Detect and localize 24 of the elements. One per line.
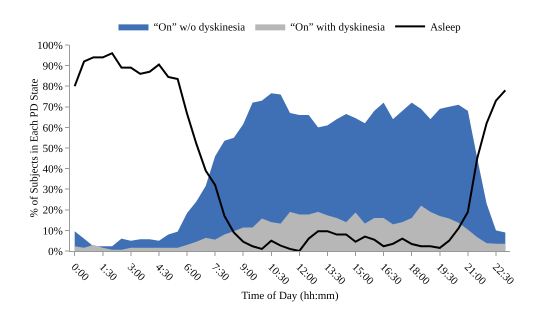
y-tick-label: 10%	[42, 225, 63, 238]
y-tick-label: 80%	[42, 81, 63, 94]
y-tick-label: 70%	[42, 102, 63, 114]
y-tick-label: 60%	[42, 122, 63, 134]
y-tick-label: 0%	[48, 246, 63, 258]
y-tick-label: 100%	[37, 40, 63, 52]
x-tick-label: 9:00	[237, 261, 260, 284]
x-tick-label: 6:00	[181, 261, 204, 284]
x-tick-label: 1:30	[96, 261, 120, 284]
x-tick-label: 3:00	[124, 261, 148, 284]
line-series	[74, 52, 506, 251]
x-tick-label: 0:00	[68, 261, 92, 284]
legend-label: “On” w/o dyskinesia	[154, 22, 246, 34]
y-tick-label: 20%	[42, 204, 63, 217]
legend-label: “On” with dyskinesia	[290, 22, 386, 34]
x-tick-label: 4:30	[152, 261, 176, 284]
y-axis-title: % of Subjects in Each PD State	[28, 78, 41, 218]
y-tick-label: 50%	[42, 142, 63, 155]
y-tick-label: 30%	[42, 184, 63, 196]
x-axis-title: Time of Day (hh:mm)	[241, 290, 339, 302]
y-tick-label: 40%	[42, 163, 63, 176]
y-tick-label: 90%	[42, 60, 63, 72]
legend-label: Asleep	[430, 22, 462, 34]
x-tick-label: 7:30	[209, 261, 232, 284]
